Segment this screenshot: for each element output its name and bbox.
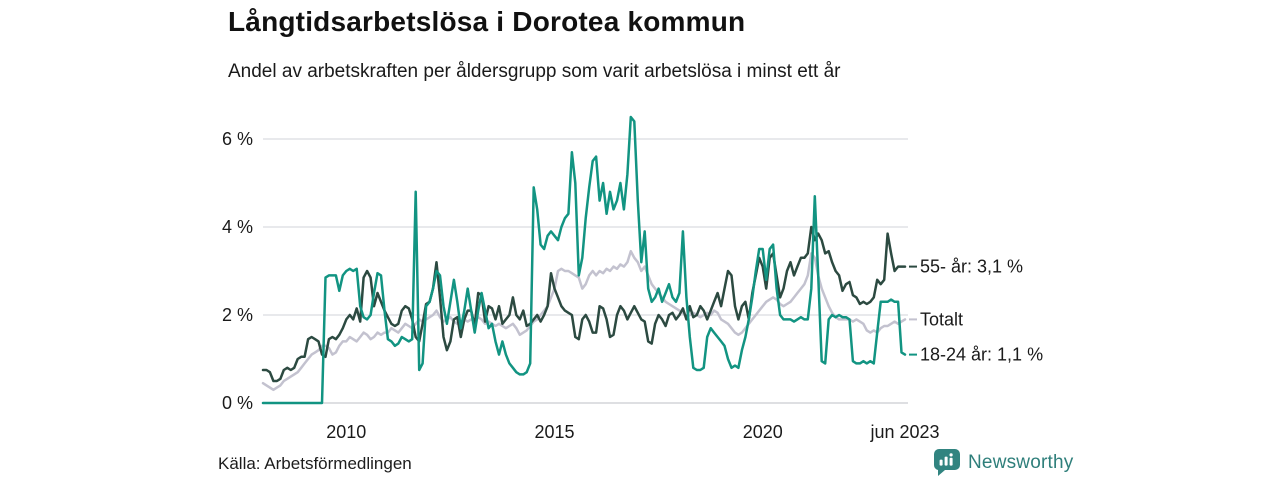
series-end-label-55- år: 55- år: 3,1 % <box>920 257 1023 277</box>
y-tick-label: 6 % <box>222 129 253 149</box>
x-tick-label: 2020 <box>743 422 783 442</box>
source-note: Källa: Arbetsförmedlingen <box>218 454 412 473</box>
series-line-55- år <box>261 225 907 383</box>
y-tick-label: 4 % <box>222 217 253 237</box>
series-line-18-24 år <box>261 115 907 405</box>
chart-subtitle: Andel av arbetskraften per åldersgrupp s… <box>228 61 841 82</box>
y-tick-label: 2 % <box>222 305 253 325</box>
y-tick-label: 0 % <box>222 393 253 413</box>
x-tick-label: 2010 <box>326 422 366 442</box>
brand-name: Newsworthy <box>968 451 1074 473</box>
x-tick-label: jun 2023 <box>869 422 939 442</box>
series-end-label-Totalt: Totalt <box>920 309 963 329</box>
series-end-label-18-24 år: 18-24 år: 1,1 % <box>920 345 1043 365</box>
x-tick-label: 2015 <box>534 422 574 442</box>
series-line-Totalt <box>261 249 907 392</box>
page-title: Långtidsarbetslösa i Dorotea kommun <box>228 6 746 37</box>
newsworthy-logo-icon <box>934 449 960 476</box>
newsworthy-brand: Newsworthy <box>934 449 1073 476</box>
